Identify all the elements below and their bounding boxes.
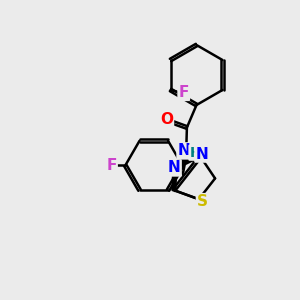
- Text: S: S: [197, 194, 208, 209]
- Text: N: N: [178, 143, 190, 158]
- Text: N: N: [195, 147, 208, 162]
- Text: H: H: [190, 146, 201, 160]
- Text: N: N: [168, 160, 181, 175]
- Text: F: F: [178, 85, 189, 100]
- Text: O: O: [160, 112, 173, 127]
- Text: F: F: [106, 158, 117, 173]
